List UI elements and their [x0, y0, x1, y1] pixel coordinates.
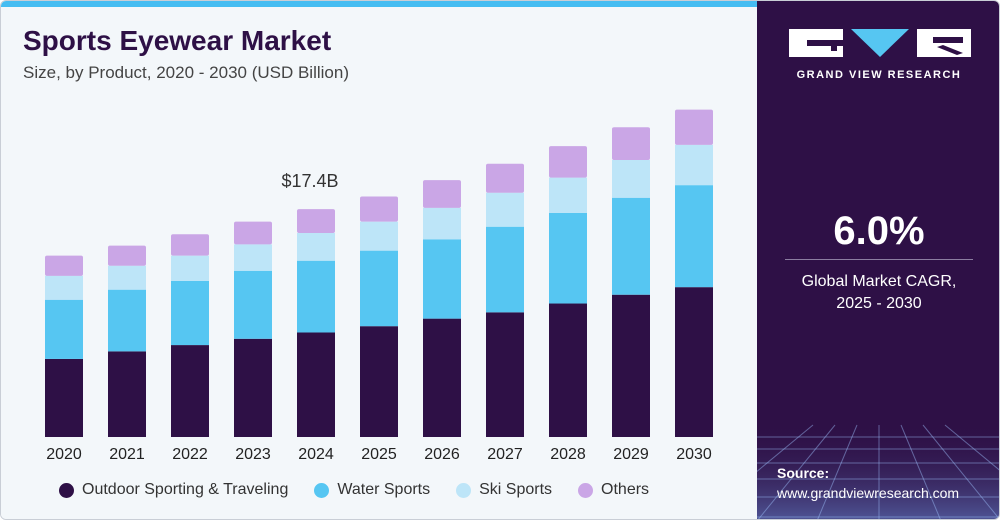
source-title: Source:	[777, 465, 830, 481]
bar-2020-ski-sports	[45, 275, 83, 300]
legend-swatch	[59, 482, 74, 498]
cagr-label-line1: Global Market CAGR,	[801, 273, 957, 290]
bar-2026-ski-sports	[423, 207, 461, 240]
x-tick-label: 2022	[172, 446, 208, 463]
legend-label: Water Sports	[337, 481, 431, 498]
divider	[785, 259, 973, 260]
bar-value-annotation: $17.4B	[281, 171, 338, 191]
bar-2021-others	[108, 245, 146, 266]
bar-2024-ski-sports	[297, 233, 335, 261]
x-tick-label: 2029	[613, 446, 649, 463]
legend-swatch	[578, 482, 594, 498]
bar-2027-outdoor-sporting-traveling	[486, 312, 524, 437]
bar-2023-others	[234, 221, 272, 245]
x-tick-label: 2028	[550, 446, 586, 463]
x-tick-label: 2030	[676, 446, 712, 463]
legend-item: Outdoor Sporting & Traveling	[59, 481, 288, 499]
bar-2025-outdoor-sporting-traveling	[360, 326, 398, 437]
chart-subtitle: Size, by Product, 2020 - 2030 (USD Billi…	[23, 63, 349, 82]
bar-2028-water-sports	[549, 212, 587, 304]
bar-2024-water-sports	[297, 260, 335, 333]
brand-name: GRAND VIEW RESEARCH	[796, 69, 962, 81]
legend-swatch	[314, 482, 330, 498]
legend-label: Ski Sports	[479, 481, 553, 498]
bar-2023-ski-sports	[234, 244, 272, 271]
bar-2020-others	[45, 255, 83, 276]
bar-2027-ski-sports	[486, 192, 524, 227]
legend-label: Outdoor Sporting & Traveling	[82, 481, 289, 498]
bar-2028-ski-sports	[549, 177, 587, 213]
bar-2021-water-sports	[108, 289, 146, 352]
bar-2024-others	[297, 209, 335, 233]
bar-2022-outdoor-sporting-traveling	[171, 345, 209, 437]
bar-2029-others	[612, 127, 650, 160]
x-tick-label: 2025	[361, 446, 397, 463]
bar-2029-water-sports	[612, 197, 650, 295]
bar-2026-outdoor-sporting-traveling	[423, 318, 461, 437]
summary-sidebar: GRAND VIEW RESEARCH 6.0% Global Market C…	[757, 1, 999, 519]
chart-legend: Outdoor Sporting & Traveling Water Sports…	[59, 481, 675, 499]
bar-2022-ski-sports	[171, 255, 209, 281]
bar-2029-outdoor-sporting-traveling	[612, 294, 650, 437]
bar-2023-water-sports	[234, 270, 272, 339]
bar-2030-outdoor-sporting-traveling	[675, 287, 713, 437]
bar-2026-water-sports	[423, 239, 461, 319]
x-tick-label: 2026	[424, 446, 460, 463]
bar-2028-others	[549, 146, 587, 178]
bar-2020-water-sports	[45, 299, 83, 359]
legend-swatch	[456, 482, 472, 498]
x-tick-label: 2024	[298, 446, 334, 463]
bar-2024-outdoor-sporting-traveling	[297, 332, 335, 437]
source-url: www.grandviewresearch.com	[777, 485, 960, 501]
bar-2028-outdoor-sporting-traveling	[549, 303, 587, 437]
bar-2027-others	[486, 163, 524, 193]
x-tick-label: 2021	[109, 446, 145, 463]
cagr-label: Global Market CAGR, 2025 - 2030	[757, 271, 999, 315]
chart-title: Sports Eyewear Market	[23, 25, 332, 56]
x-tick-label: 2027	[487, 446, 523, 463]
decorative-grid	[757, 421, 999, 519]
x-tick-label: 2023	[235, 446, 271, 463]
bar-2022-others	[171, 234, 209, 256]
bar-2025-ski-sports	[360, 221, 398, 251]
chart-panel: Sports Eyewear Market Size, by Product, …	[1, 1, 757, 519]
legend-item: Water Sports	[314, 481, 430, 499]
bar-2027-water-sports	[486, 226, 524, 313]
legend-label: Others	[601, 481, 650, 498]
bar-2029-ski-sports	[612, 159, 650, 198]
legend-item: Ski Sports	[456, 481, 552, 499]
cagr-value: 6.0%	[833, 209, 925, 253]
bar-2021-ski-sports	[108, 265, 146, 290]
bar-2030-water-sports	[675, 185, 713, 288]
bar-2030-ski-sports	[675, 144, 713, 186]
grand-view-research-logo	[789, 29, 971, 57]
bar-2020-outdoor-sporting-traveling	[45, 358, 83, 437]
accent-bar	[1, 1, 757, 7]
stacked-bar-chart: 2020 2021 2022 2023 2024 2025 2026 2027 2028 2029…	[45, 109, 713, 463]
bar-2025-others	[360, 196, 398, 222]
x-tick-label: 2020	[46, 446, 82, 463]
bar-2030-others	[675, 109, 713, 145]
bar-2021-outdoor-sporting-traveling	[108, 351, 146, 437]
bar-2025-water-sports	[360, 250, 398, 327]
bar-2026-others	[423, 180, 461, 208]
legend-item: Others	[578, 481, 649, 499]
cagr-label-line2: 2025 - 2030	[836, 295, 922, 312]
bar-2023-outdoor-sporting-traveling	[234, 338, 272, 437]
bar-2022-water-sports	[171, 280, 209, 346]
